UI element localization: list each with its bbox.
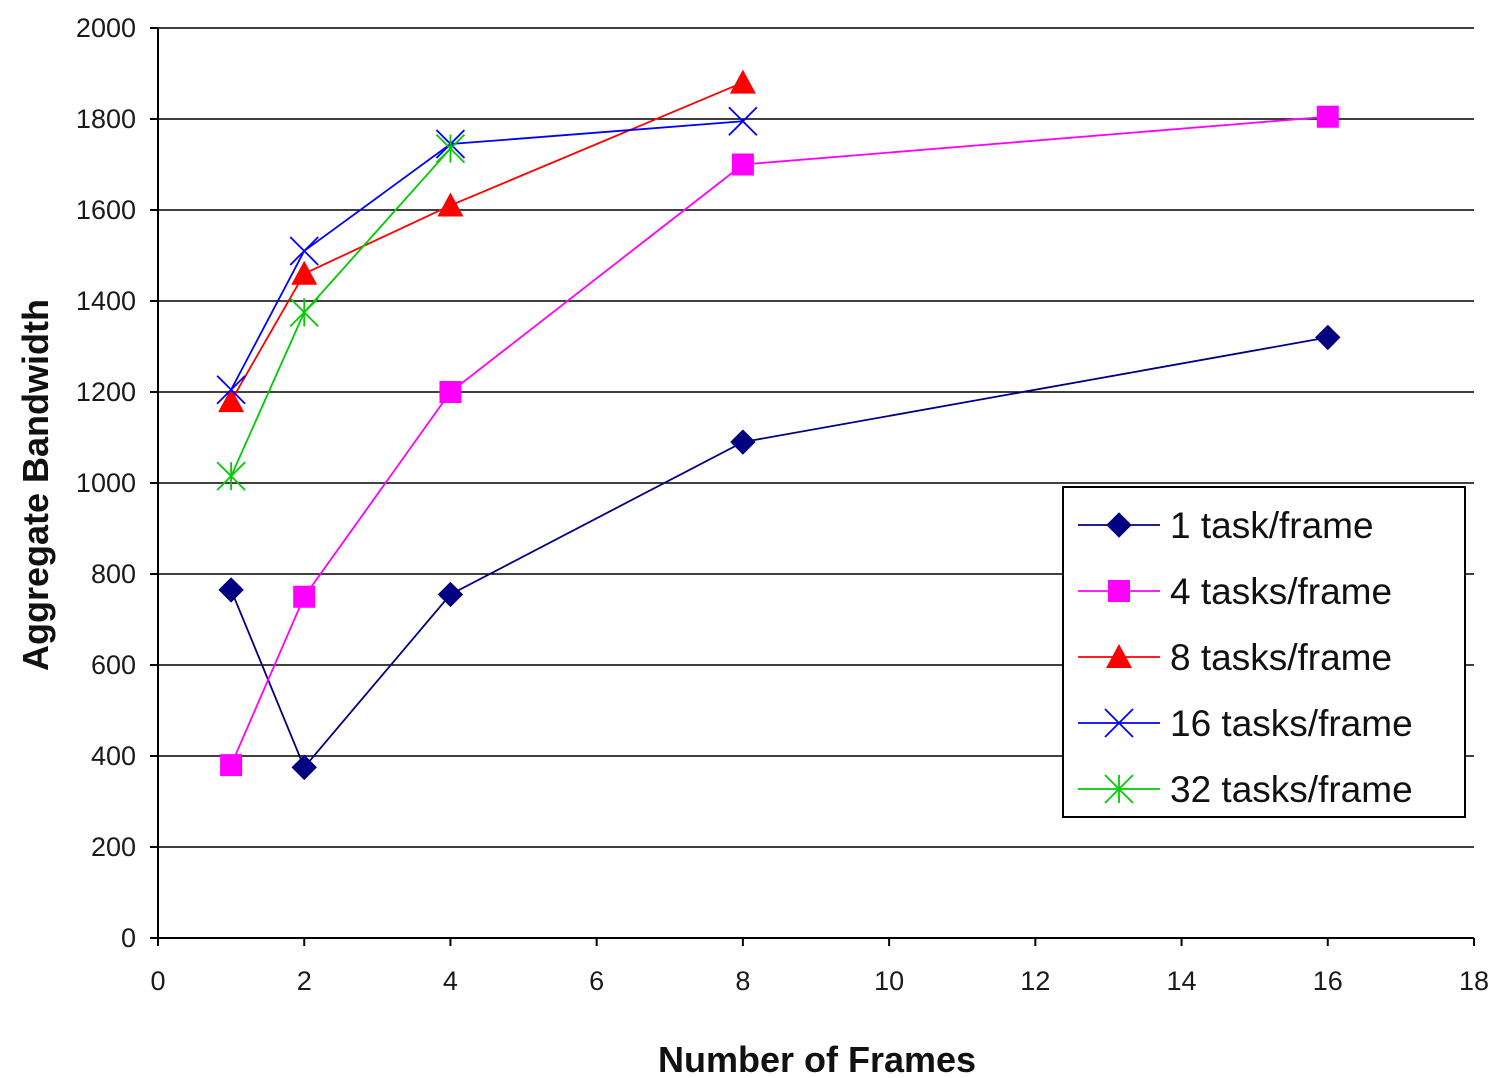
series-2 [220, 105, 1339, 777]
legend-marker [1104, 708, 1134, 738]
x-tick-label: 14 [1167, 966, 1197, 996]
y-tick-label: 600 [91, 650, 136, 680]
data-point [218, 577, 244, 603]
y-tick-label: 1400 [76, 286, 136, 316]
y-tick-label: 0 [121, 923, 136, 953]
data-point [1316, 105, 1339, 128]
series-1 [218, 324, 1341, 781]
series-line [230, 81, 744, 402]
legend-label: 1 task/frame [1170, 505, 1374, 546]
data-point [293, 585, 316, 608]
legend-marker [1104, 774, 1134, 804]
x-tick-label: 4 [443, 966, 458, 996]
data-point [216, 375, 246, 405]
series-4 [216, 106, 758, 405]
data-point [216, 461, 246, 491]
data-point [218, 388, 245, 413]
legend-marker [1106, 644, 1132, 669]
x-tick-label: 18 [1459, 966, 1489, 996]
data-point [289, 236, 319, 266]
data-point [437, 581, 464, 608]
legend-label: 8 tasks/frame [1170, 637, 1392, 678]
axes [150, 27, 1475, 946]
legend-item: 32 tasks/frame [1078, 769, 1413, 810]
y-tick-label: 1600 [76, 195, 136, 225]
y-axis-title: Aggregate Bandwidth [15, 299, 56, 671]
grid-lines [158, 27, 1474, 848]
tick-labels: 0 200 400 600 800 1000 1200 1400 1600 1800 2000 0 2 4… [76, 13, 1489, 996]
data-point [437, 192, 464, 217]
x-tick-label: 2 [297, 966, 312, 996]
series-3 [218, 69, 756, 413]
legend-label: 16 tasks/frame [1170, 703, 1413, 744]
y-tick-label: 1000 [76, 468, 136, 498]
data-point [730, 429, 756, 455]
x-tick-label: 10 [874, 966, 904, 996]
y-tick-label: 800 [91, 559, 136, 589]
series-line [230, 147, 452, 477]
legend-marker [1106, 512, 1132, 538]
legend-label: 32 tasks/frame [1170, 769, 1413, 810]
x-tick-label: 6 [589, 966, 604, 996]
series-5 [216, 133, 466, 491]
data-series [216, 69, 1341, 781]
data-point [220, 754, 243, 777]
data-point [731, 153, 754, 176]
series-line [230, 120, 743, 391]
x-tick-label: 8 [735, 966, 750, 996]
x-tick-label: 12 [1020, 966, 1050, 996]
y-tick-label: 1800 [76, 104, 136, 134]
data-point [291, 260, 318, 285]
y-tick-label: 400 [91, 741, 136, 771]
legend-label: 4 tasks/frame [1170, 571, 1392, 612]
data-point [1315, 324, 1341, 351]
data-point [435, 133, 466, 164]
y-tick-label: 1200 [76, 377, 136, 407]
legend-box [1062, 486, 1466, 818]
legend-item: 1 task/frame [1078, 505, 1374, 546]
data-point [439, 381, 462, 403]
data-point [289, 297, 319, 328]
data-point [291, 754, 317, 781]
legend: 1 task/frame 4 tasks/frame 8 tasks/frame 16… [1062, 486, 1466, 818]
legend-item: 8 tasks/frame [1078, 637, 1392, 678]
data-point [729, 69, 756, 94]
x-tick-label: 16 [1313, 966, 1343, 996]
legend-marker [1108, 580, 1130, 602]
x-axis-title: Number of Frames [658, 1039, 976, 1078]
legend-item: 16 tasks/frame [1078, 703, 1413, 744]
x-tick-label: 0 [150, 966, 165, 996]
legend-item: 4 tasks/frame [1078, 571, 1392, 612]
y-tick-label: 2000 [76, 13, 136, 43]
data-point [728, 106, 758, 136]
y-tick-label: 200 [91, 832, 136, 862]
